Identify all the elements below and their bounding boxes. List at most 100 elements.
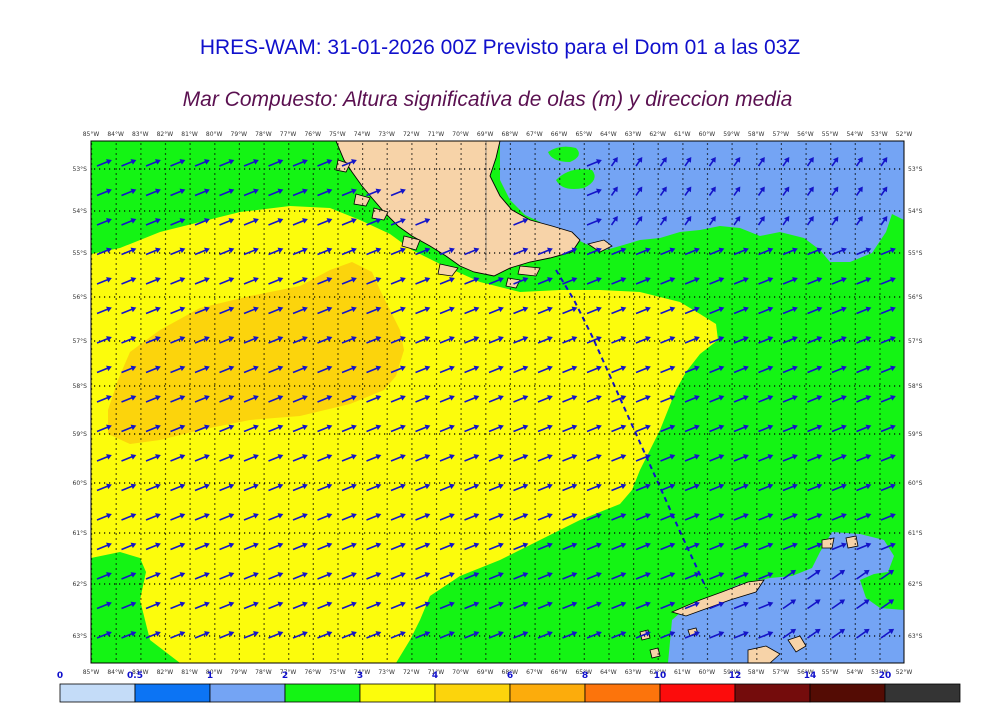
- wave-vector-arrow: [96, 542, 112, 551]
- wave-vector-arrow: [733, 572, 749, 580]
- wave-vector-arrow: [390, 572, 406, 580]
- wave-vector-arrow: [831, 599, 846, 610]
- wave-vector-arrow: [194, 277, 210, 285]
- wave-vector-arrow: [758, 454, 774, 462]
- wave-vector-arrow: [366, 306, 382, 315]
- wave-vector-arrow: [170, 277, 186, 285]
- wave-vector-arrow: [268, 542, 284, 551]
- graticule-dots: [91, 143, 904, 660]
- wave-vector-arrow: [145, 365, 161, 374]
- wave-vector-arrow: [635, 395, 651, 403]
- wave-vector-arrow: [733, 247, 749, 256]
- wave-vector-arrow: [611, 631, 627, 639]
- colorbar-labels: 0 0.5 1 2 3 4 6 8 10 12 14 20: [57, 671, 891, 681]
- wave-vector-arrow: [586, 395, 602, 403]
- wave-region-1-2m-northeast: [500, 141, 904, 262]
- wave-vector-arrow: [292, 159, 308, 167]
- wave-vector-arrow: [513, 336, 529, 344]
- wave-vector-arrow: [390, 336, 406, 344]
- wave-vector-arrow: [684, 454, 700, 462]
- longitude-label: 72°W: [403, 131, 420, 138]
- longitude-label: 71°W: [428, 131, 445, 138]
- longitude-label: 85°W: [83, 131, 100, 138]
- wave-vector-arrow: [733, 454, 749, 462]
- wave-vector-arrow: [880, 542, 896, 551]
- wave-vector-arrow: [758, 572, 774, 580]
- wave-vector-arrow: [121, 247, 137, 256]
- wave-vector-arrow: [635, 631, 651, 639]
- colorbar-swatch: [809, 683, 886, 703]
- wave-vector-arrow: [415, 218, 431, 226]
- latitude-label: 60°S: [73, 480, 88, 487]
- wave-vector-arrow: [96, 306, 112, 315]
- wave-vector-arrow: [415, 277, 431, 285]
- wave-vector-arrow: [121, 454, 137, 462]
- wave-vector-arrow: [856, 277, 872, 285]
- wave-vector-arrow: [562, 572, 578, 580]
- wave-vector-arrow: [96, 395, 112, 403]
- wave-vector-arrow: [317, 424, 333, 433]
- longitude-label: 75°W: [329, 131, 346, 138]
- wave-vector-arrow: [415, 631, 431, 639]
- latitude-label: 53°S: [73, 166, 88, 173]
- wave-vector-arrow: [831, 424, 847, 433]
- wave-vector-arrow: [292, 306, 308, 315]
- wave-vector-arrow: [464, 572, 480, 580]
- wave-vector-arrow: [366, 483, 382, 492]
- wave-vector-arrow: [586, 542, 602, 551]
- wave-vector-arrow: [758, 601, 774, 610]
- latitude-label: 61°S: [908, 530, 923, 537]
- longitude-label: 60°W: [699, 131, 716, 138]
- wave-vector-arrow: [488, 395, 504, 403]
- wave-vector-arrow: [390, 631, 406, 639]
- wave-vector-arrow: [121, 218, 137, 226]
- colorbar-swatch: [584, 683, 661, 703]
- colorbar-swatch: [509, 683, 586, 703]
- wave-vector-arrow: [733, 483, 749, 492]
- colorbar-swatch: [359, 683, 436, 703]
- wave-vector-arrow: [145, 247, 161, 256]
- wave-vector-arrow: [880, 215, 888, 226]
- wave-vector-arrow: [219, 513, 235, 521]
- wave-vector-arrow: [96, 483, 112, 492]
- wave-vector-arrow: [758, 247, 774, 256]
- longitude-label: 58°W: [748, 669, 765, 676]
- wave-vector-arrow: [635, 601, 651, 610]
- wave-vector-arrow: [390, 424, 406, 433]
- wave-vector-arrow: [366, 247, 382, 256]
- wave-vector-arrow: [807, 247, 823, 256]
- wave-vector-arrow: [96, 159, 112, 167]
- longitude-label: 66°W: [551, 131, 568, 138]
- wave-vector-arrow: [733, 542, 749, 551]
- longitude-label: 64°W: [600, 669, 617, 676]
- wave-vector-arrow: [415, 424, 431, 433]
- longitude-label: 59°W: [723, 669, 740, 676]
- wave-vector-arrow: [586, 306, 602, 315]
- wave-vector-arrow: [807, 395, 823, 403]
- wave-vector-arrow: [464, 424, 480, 433]
- longitude-label: 59°W: [723, 131, 740, 138]
- colorbar-tick-label: 20: [879, 671, 892, 681]
- wave-vector-arrow: [586, 513, 602, 521]
- wave-vector-arrow: [611, 454, 627, 462]
- wave-vector-arrow: [807, 365, 823, 374]
- wave-vector-arrow: [635, 513, 651, 521]
- wave-vector-arrow: [145, 424, 161, 433]
- wave-vector-arrow: [831, 542, 847, 551]
- wave-vector-arrow: [856, 336, 872, 344]
- wave-vector-arrow: [219, 483, 235, 492]
- wave-vector-arrow: [268, 218, 284, 226]
- wave-vector-arrow: [390, 601, 406, 610]
- wave-vector-arrow: [96, 218, 112, 226]
- wave-vector-arrow: [341, 513, 357, 521]
- wave-vector-arrow: [831, 365, 847, 374]
- wave-vector-arrow: [243, 395, 259, 403]
- wave-vector-arrow: [243, 424, 259, 433]
- wave-vector-arrow: [341, 188, 357, 197]
- longitude-label: 85°W: [83, 669, 100, 676]
- wave-vector-arrow: [96, 365, 112, 374]
- longitude-label: 74°W: [354, 131, 371, 138]
- wave-vector-arrow: [219, 454, 235, 462]
- wave-vector-arrow: [194, 542, 210, 551]
- wave-vector-arrow: [121, 306, 137, 315]
